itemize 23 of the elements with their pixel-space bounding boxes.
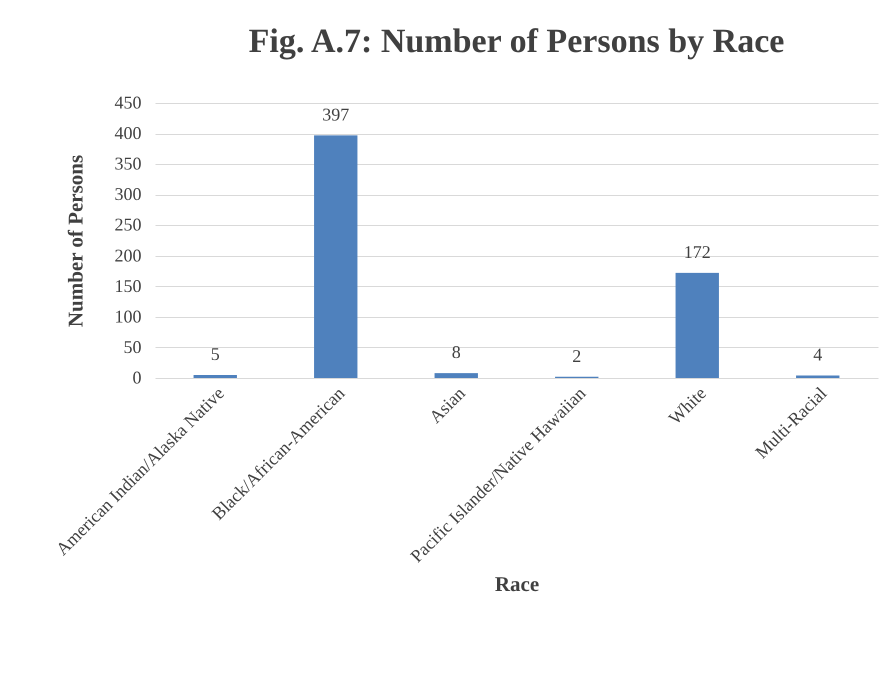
y-tick-label: 200	[114, 245, 142, 266]
y-tick-label: 400	[114, 123, 142, 144]
bar	[434, 373, 478, 378]
y-tick-label: 250	[114, 214, 142, 235]
y-tick-label: 450	[114, 92, 142, 112]
bar	[194, 374, 237, 378]
y-axis-title: Number of Persons	[64, 154, 88, 328]
y-tick-label: 300	[114, 184, 142, 204]
bar	[676, 272, 719, 378]
y-tick-label: 50	[124, 336, 142, 357]
y-tick-label: 0	[132, 368, 142, 388]
data-label: 172	[684, 242, 711, 262]
y-tick-label: 150	[114, 276, 142, 296]
data-label: 397	[322, 104, 350, 124]
y-tick-label: 100	[114, 306, 142, 326]
bar	[314, 135, 358, 378]
chart-title: Fig. A.7: Number of Persons by Race	[248, 23, 784, 60]
data-label: 5	[210, 344, 220, 364]
x-axis-title: Race	[494, 572, 540, 596]
data-label: 2	[572, 346, 582, 366]
data-label: 4	[813, 344, 822, 365]
data-label: 8	[452, 342, 461, 362]
y-tick-label: 350	[114, 154, 142, 174]
